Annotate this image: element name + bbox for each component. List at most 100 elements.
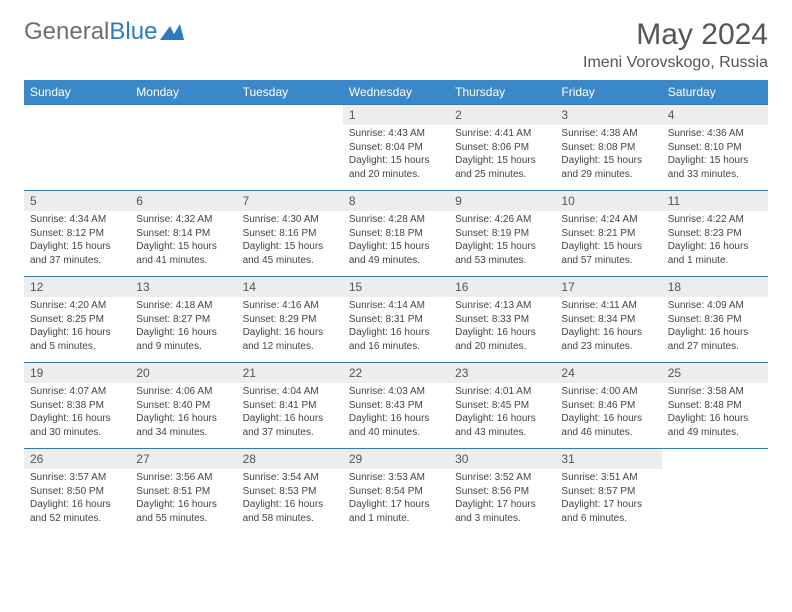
day-number: 25	[662, 363, 768, 383]
day-number: 27	[130, 449, 236, 469]
calendar-cell: 14Sunrise: 4:16 AMSunset: 8:29 PMDayligh…	[237, 277, 343, 363]
day-number: 12	[24, 277, 130, 297]
calendar-body: 1Sunrise: 4:43 AMSunset: 8:04 PMDaylight…	[24, 105, 768, 535]
day-data: Sunrise: 4:06 AMSunset: 8:40 PMDaylight:…	[130, 383, 236, 443]
day-data: Sunrise: 3:56 AMSunset: 8:51 PMDaylight:…	[130, 469, 236, 529]
day-number: 19	[24, 363, 130, 383]
calendar-cell: 11Sunrise: 4:22 AMSunset: 8:23 PMDayligh…	[662, 191, 768, 277]
day-number: 9	[449, 191, 555, 211]
weekday-header: Sunday	[24, 80, 130, 105]
calendar-week: 19Sunrise: 4:07 AMSunset: 8:38 PMDayligh…	[24, 363, 768, 449]
calendar-cell: 7Sunrise: 4:30 AMSunset: 8:16 PMDaylight…	[237, 191, 343, 277]
calendar-cell: 30Sunrise: 3:52 AMSunset: 8:56 PMDayligh…	[449, 449, 555, 535]
day-data: Sunrise: 3:54 AMSunset: 8:53 PMDaylight:…	[237, 469, 343, 529]
calendar-cell: 28Sunrise: 3:54 AMSunset: 8:53 PMDayligh…	[237, 449, 343, 535]
day-data: Sunrise: 4:36 AMSunset: 8:10 PMDaylight:…	[662, 125, 768, 185]
location: Imeni Vorovskogo, Russia	[583, 54, 768, 72]
day-number: 5	[24, 191, 130, 211]
day-number: 23	[449, 363, 555, 383]
day-data: Sunrise: 4:26 AMSunset: 8:19 PMDaylight:…	[449, 211, 555, 271]
day-number: 26	[24, 449, 130, 469]
calendar-cell	[130, 105, 236, 191]
weekday-header: Thursday	[449, 80, 555, 105]
day-data: Sunrise: 4:34 AMSunset: 8:12 PMDaylight:…	[24, 211, 130, 271]
calendar-week: 5Sunrise: 4:34 AMSunset: 8:12 PMDaylight…	[24, 191, 768, 277]
calendar-cell: 15Sunrise: 4:14 AMSunset: 8:31 PMDayligh…	[343, 277, 449, 363]
day-data: Sunrise: 4:01 AMSunset: 8:45 PMDaylight:…	[449, 383, 555, 443]
calendar-cell: 24Sunrise: 4:00 AMSunset: 8:46 PMDayligh…	[555, 363, 661, 449]
day-data: Sunrise: 4:20 AMSunset: 8:25 PMDaylight:…	[24, 297, 130, 357]
calendar-cell	[24, 105, 130, 191]
day-number: 1	[343, 105, 449, 125]
calendar-cell: 26Sunrise: 3:57 AMSunset: 8:50 PMDayligh…	[24, 449, 130, 535]
title-block: May 2024 Imeni Vorovskogo, Russia	[583, 18, 768, 72]
day-data: Sunrise: 4:07 AMSunset: 8:38 PMDaylight:…	[24, 383, 130, 443]
day-data: Sunrise: 4:14 AMSunset: 8:31 PMDaylight:…	[343, 297, 449, 357]
calendar-cell: 22Sunrise: 4:03 AMSunset: 8:43 PMDayligh…	[343, 363, 449, 449]
calendar-cell: 31Sunrise: 3:51 AMSunset: 8:57 PMDayligh…	[555, 449, 661, 535]
calendar-table: SundayMondayTuesdayWednesdayThursdayFrid…	[24, 80, 768, 535]
day-number: 8	[343, 191, 449, 211]
day-number: 4	[662, 105, 768, 125]
calendar-cell: 25Sunrise: 3:58 AMSunset: 8:48 PMDayligh…	[662, 363, 768, 449]
day-number: 31	[555, 449, 661, 469]
logo-part1: General	[24, 18, 109, 45]
calendar-cell: 13Sunrise: 4:18 AMSunset: 8:27 PMDayligh…	[130, 277, 236, 363]
calendar-cell: 9Sunrise: 4:26 AMSunset: 8:19 PMDaylight…	[449, 191, 555, 277]
day-data: Sunrise: 3:53 AMSunset: 8:54 PMDaylight:…	[343, 469, 449, 529]
calendar-cell	[662, 449, 768, 535]
day-number: 2	[449, 105, 555, 125]
day-data: Sunrise: 4:18 AMSunset: 8:27 PMDaylight:…	[130, 297, 236, 357]
day-data: Sunrise: 4:22 AMSunset: 8:23 PMDaylight:…	[662, 211, 768, 271]
day-data: Sunrise: 3:57 AMSunset: 8:50 PMDaylight:…	[24, 469, 130, 529]
day-number: 7	[237, 191, 343, 211]
day-data: Sunrise: 4:04 AMSunset: 8:41 PMDaylight:…	[237, 383, 343, 443]
day-data: Sunrise: 3:58 AMSunset: 8:48 PMDaylight:…	[662, 383, 768, 443]
calendar-cell: 10Sunrise: 4:24 AMSunset: 8:21 PMDayligh…	[555, 191, 661, 277]
weekday-row: SundayMondayTuesdayWednesdayThursdayFrid…	[24, 80, 768, 105]
day-data: Sunrise: 4:03 AMSunset: 8:43 PMDaylight:…	[343, 383, 449, 443]
day-number: 15	[343, 277, 449, 297]
day-number: 3	[555, 105, 661, 125]
logo-text: GeneralBlue	[24, 18, 157, 46]
weekday-header: Wednesday	[343, 80, 449, 105]
day-number: 13	[130, 277, 236, 297]
day-data: Sunrise: 4:16 AMSunset: 8:29 PMDaylight:…	[237, 297, 343, 357]
calendar-cell: 4Sunrise: 4:36 AMSunset: 8:10 PMDaylight…	[662, 105, 768, 191]
day-data: Sunrise: 4:28 AMSunset: 8:18 PMDaylight:…	[343, 211, 449, 271]
weekday-header: Friday	[555, 80, 661, 105]
calendar-cell: 18Sunrise: 4:09 AMSunset: 8:36 PMDayligh…	[662, 277, 768, 363]
day-number: 21	[237, 363, 343, 383]
day-number: 6	[130, 191, 236, 211]
header: GeneralBlue May 2024 Imeni Vorovskogo, R…	[24, 18, 768, 72]
day-data: Sunrise: 4:41 AMSunset: 8:06 PMDaylight:…	[449, 125, 555, 185]
calendar-cell: 12Sunrise: 4:20 AMSunset: 8:25 PMDayligh…	[24, 277, 130, 363]
day-number: 10	[555, 191, 661, 211]
calendar-cell: 29Sunrise: 3:53 AMSunset: 8:54 PMDayligh…	[343, 449, 449, 535]
day-number: 28	[237, 449, 343, 469]
weekday-header: Saturday	[662, 80, 768, 105]
day-data: Sunrise: 3:51 AMSunset: 8:57 PMDaylight:…	[555, 469, 661, 529]
logo-part2: Blue	[109, 18, 157, 45]
calendar-cell: 3Sunrise: 4:38 AMSunset: 8:08 PMDaylight…	[555, 105, 661, 191]
day-number: 18	[662, 277, 768, 297]
calendar-week: 26Sunrise: 3:57 AMSunset: 8:50 PMDayligh…	[24, 449, 768, 535]
calendar-cell: 16Sunrise: 4:13 AMSunset: 8:33 PMDayligh…	[449, 277, 555, 363]
day-number: 22	[343, 363, 449, 383]
day-number: 20	[130, 363, 236, 383]
calendar-cell: 27Sunrise: 3:56 AMSunset: 8:51 PMDayligh…	[130, 449, 236, 535]
day-data: Sunrise: 4:11 AMSunset: 8:34 PMDaylight:…	[555, 297, 661, 357]
day-data: Sunrise: 3:52 AMSunset: 8:56 PMDaylight:…	[449, 469, 555, 529]
logo: GeneralBlue	[24, 18, 184, 46]
calendar-cell: 6Sunrise: 4:32 AMSunset: 8:14 PMDaylight…	[130, 191, 236, 277]
day-number: 16	[449, 277, 555, 297]
day-data: Sunrise: 4:43 AMSunset: 8:04 PMDaylight:…	[343, 125, 449, 185]
day-data: Sunrise: 4:30 AMSunset: 8:16 PMDaylight:…	[237, 211, 343, 271]
weekday-header: Tuesday	[237, 80, 343, 105]
calendar-cell: 5Sunrise: 4:34 AMSunset: 8:12 PMDaylight…	[24, 191, 130, 277]
day-data: Sunrise: 4:13 AMSunset: 8:33 PMDaylight:…	[449, 297, 555, 357]
logo-mark-icon	[160, 22, 184, 42]
day-data: Sunrise: 4:00 AMSunset: 8:46 PMDaylight:…	[555, 383, 661, 443]
calendar-week: 1Sunrise: 4:43 AMSunset: 8:04 PMDaylight…	[24, 105, 768, 191]
calendar-cell	[237, 105, 343, 191]
